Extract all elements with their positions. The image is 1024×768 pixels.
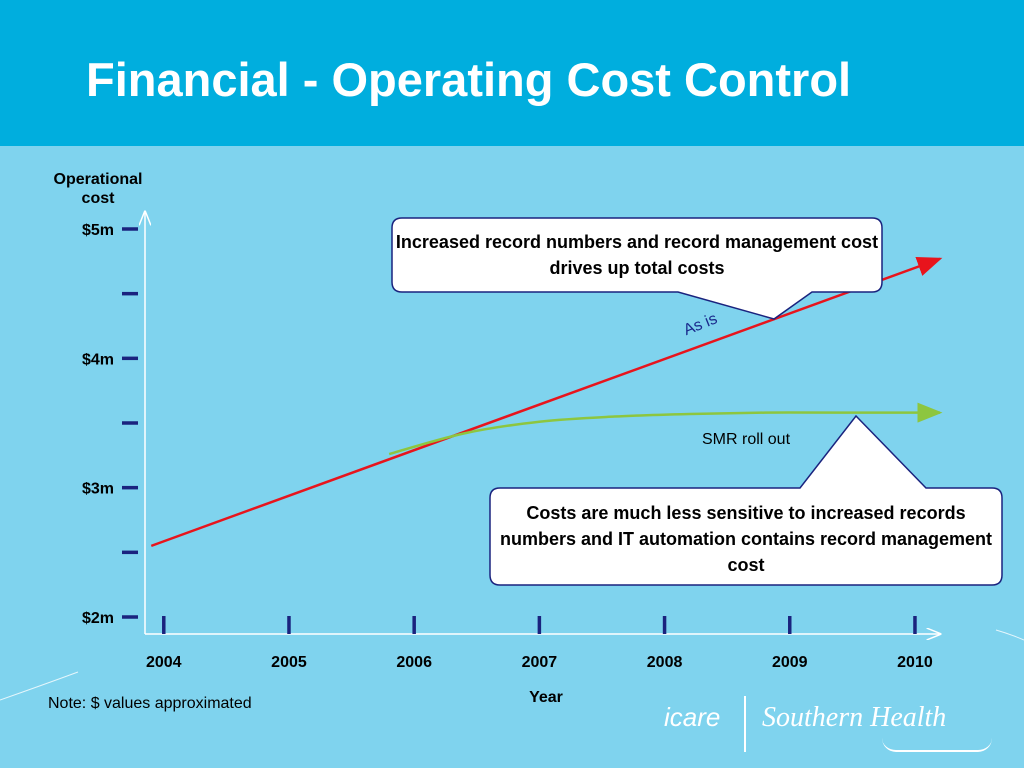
logo-divider xyxy=(744,696,746,752)
y-ticks: $2m $3m $4m $5m xyxy=(82,222,138,627)
y-tick-label: $4m xyxy=(82,351,114,368)
x-tick-label: 2006 xyxy=(396,654,432,671)
series-line-as-is xyxy=(150,257,943,548)
series-label-smr: SMR roll out xyxy=(702,431,791,448)
y-tick-label: $2m xyxy=(82,610,114,627)
series-layer xyxy=(150,257,943,548)
logo-swoosh xyxy=(882,738,992,752)
x-tick-label: 2009 xyxy=(772,654,808,671)
callout-top-bubble xyxy=(391,217,883,320)
slide-title: Financial - Operating Cost Control xyxy=(86,53,852,106)
title-bar: Financial - Operating Cost Control xyxy=(0,0,1024,146)
x-ticks: 2004 2005 2006 2007 2008 2009 2010 xyxy=(146,616,933,671)
y-tick-label: $5m xyxy=(82,222,114,239)
callout-bottom-text: Costs are much less sensitive to increas… xyxy=(499,503,993,575)
callout-top-text: Increased record numbers and record mana… xyxy=(395,232,879,278)
x-tick-label: 2007 xyxy=(522,654,558,671)
x-tick-label: 2004 xyxy=(146,654,182,671)
corner-swoosh-right xyxy=(995,629,1024,641)
icare-logo-text: icare xyxy=(664,702,721,732)
callout-bottom-bubble xyxy=(489,414,1003,586)
series-line-smr-roll-out xyxy=(388,402,943,456)
x-tick-label: 2008 xyxy=(647,654,683,671)
x-axis-title: Year xyxy=(529,689,563,706)
x-tick-label: 2010 xyxy=(897,654,933,671)
y-axis-title: Operational cost xyxy=(53,171,143,207)
org-logo-text: Southern Health xyxy=(762,702,947,733)
y-tick-label: $3m xyxy=(82,481,114,498)
x-tick-label: 2005 xyxy=(271,654,307,671)
note-text: Note: $ values approximated xyxy=(48,695,252,712)
southern-health-logo: icare Southern Health xyxy=(662,696,1002,756)
corner-swoosh-left xyxy=(0,671,79,701)
